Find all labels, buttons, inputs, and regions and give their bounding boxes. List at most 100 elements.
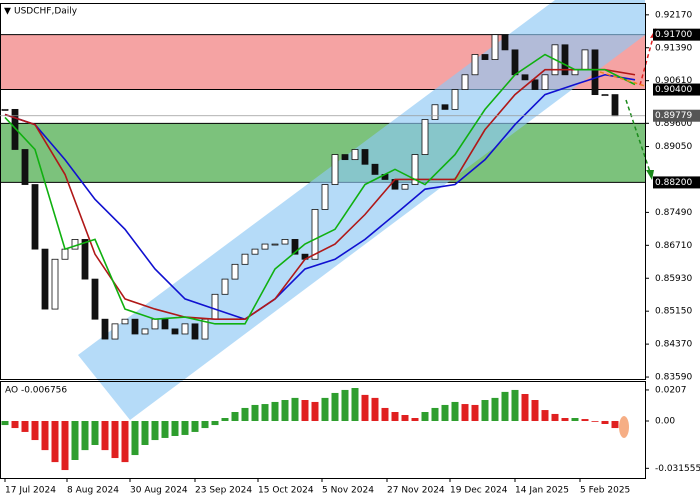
ao-bar [201, 421, 209, 429]
ao-highlight [619, 416, 629, 438]
ao-bar [51, 421, 59, 463]
ao-bar [521, 394, 529, 421]
candle-body [161, 318, 169, 330]
ao-bar [591, 421, 599, 422]
y-tick-label: 0.84370 [655, 340, 692, 350]
level-label: 0.91700 [655, 30, 692, 40]
ao-bar [281, 400, 289, 421]
ao-bar [371, 397, 379, 421]
candle-body [471, 54, 479, 76]
ao-title: AO -0.006756 [5, 386, 67, 396]
y-tick-label: -0.031555 [655, 464, 700, 474]
x-tick-label: 15 Oct 2024 [258, 486, 314, 496]
ao-bar [41, 421, 49, 451]
ao-bar [471, 404, 479, 421]
ao-bar [231, 412, 239, 421]
candle-body [71, 239, 79, 250]
candle-body [241, 253, 249, 265]
candle-body [511, 49, 519, 76]
candle-body [401, 184, 409, 190]
candle-body [101, 318, 109, 340]
ao-bar [411, 418, 419, 421]
candle-body [421, 119, 429, 155]
ao-bar [391, 412, 399, 421]
candle-body [311, 209, 319, 260]
ao-bar [241, 407, 249, 421]
candle-body [261, 243, 269, 250]
y-tick-label: 0.00 [655, 417, 675, 427]
candle-body [341, 154, 349, 161]
candle-body [111, 323, 119, 340]
ao-bar [551, 413, 559, 421]
ao-bar [511, 389, 519, 421]
candle-body [481, 54, 489, 60]
candle-body [291, 239, 299, 255]
ao-bar [541, 410, 549, 421]
level-label-box [653, 83, 700, 96]
candle-body [601, 94, 609, 97]
ao-bar [91, 421, 99, 445]
candle-body [581, 49, 589, 71]
chart-title: USDCHF,Daily [14, 7, 78, 17]
ao-bar [461, 404, 469, 421]
arrow-up [639, 33, 655, 86]
candle-body [251, 248, 259, 255]
x-tick-label: 27 Nov 2024 [387, 486, 445, 496]
candle-body [371, 163, 379, 175]
arrowhead [646, 170, 654, 180]
y-tick-label: 0.89600 [655, 119, 692, 129]
candle-body [451, 89, 459, 110]
candle-body [561, 44, 569, 76]
candle-body [141, 328, 149, 335]
candle-body [1, 108, 9, 111]
ao-bar [311, 401, 319, 421]
candle-body [21, 149, 29, 185]
ao-bar [501, 391, 509, 421]
candle-body [231, 263, 239, 280]
ao-bar [481, 400, 489, 421]
ao-bar [121, 421, 129, 463]
y-tick-label: 0.85150 [655, 307, 692, 317]
candle-body [31, 184, 39, 250]
candle-body [541, 74, 549, 90]
ao-bar [101, 421, 109, 451]
candle-body [131, 318, 139, 335]
x-tick-label: 19 Dec 2024 [450, 486, 508, 496]
candle-body [151, 318, 159, 330]
ao-bar [11, 421, 19, 429]
ao-bar [171, 421, 179, 436]
y-tick-label: 0.90610 [655, 76, 692, 86]
y-tick-label: 0.85930 [655, 274, 692, 284]
ao-bar [81, 421, 89, 451]
zone [0, 123, 645, 183]
ao-bar [31, 421, 39, 441]
level-label-box [653, 28, 700, 41]
level-label-box [653, 109, 700, 122]
candle-body [611, 94, 619, 117]
ao-bar [531, 400, 539, 421]
x-tick-label: 5 Nov 2024 [322, 486, 374, 496]
candle-body [91, 278, 99, 320]
ao-bar [251, 404, 259, 421]
ao-bar [601, 421, 609, 424]
level-label-box [653, 176, 700, 189]
y-tick-label: 0.89050 [655, 142, 692, 152]
x-tick-label: 14 Jan 2025 [515, 486, 569, 496]
ao-bar [301, 400, 309, 421]
x-tick-label: 8 Aug 2024 [67, 486, 119, 496]
ao-bar [341, 389, 349, 421]
ao-bar [611, 421, 619, 429]
candle-body [81, 239, 89, 280]
candle-body [351, 149, 359, 161]
candle-body [591, 49, 599, 96]
ao-panel-frame [0, 381, 646, 479]
ao-bar [571, 418, 579, 421]
candle-body [461, 74, 469, 90]
level-label: 0.88200 [655, 178, 692, 188]
candle-body [521, 74, 529, 81]
ao-bar [141, 421, 149, 445]
chart-title-arrow: ▼ [4, 7, 11, 17]
candle-body [211, 293, 219, 320]
candle-body [11, 108, 19, 150]
